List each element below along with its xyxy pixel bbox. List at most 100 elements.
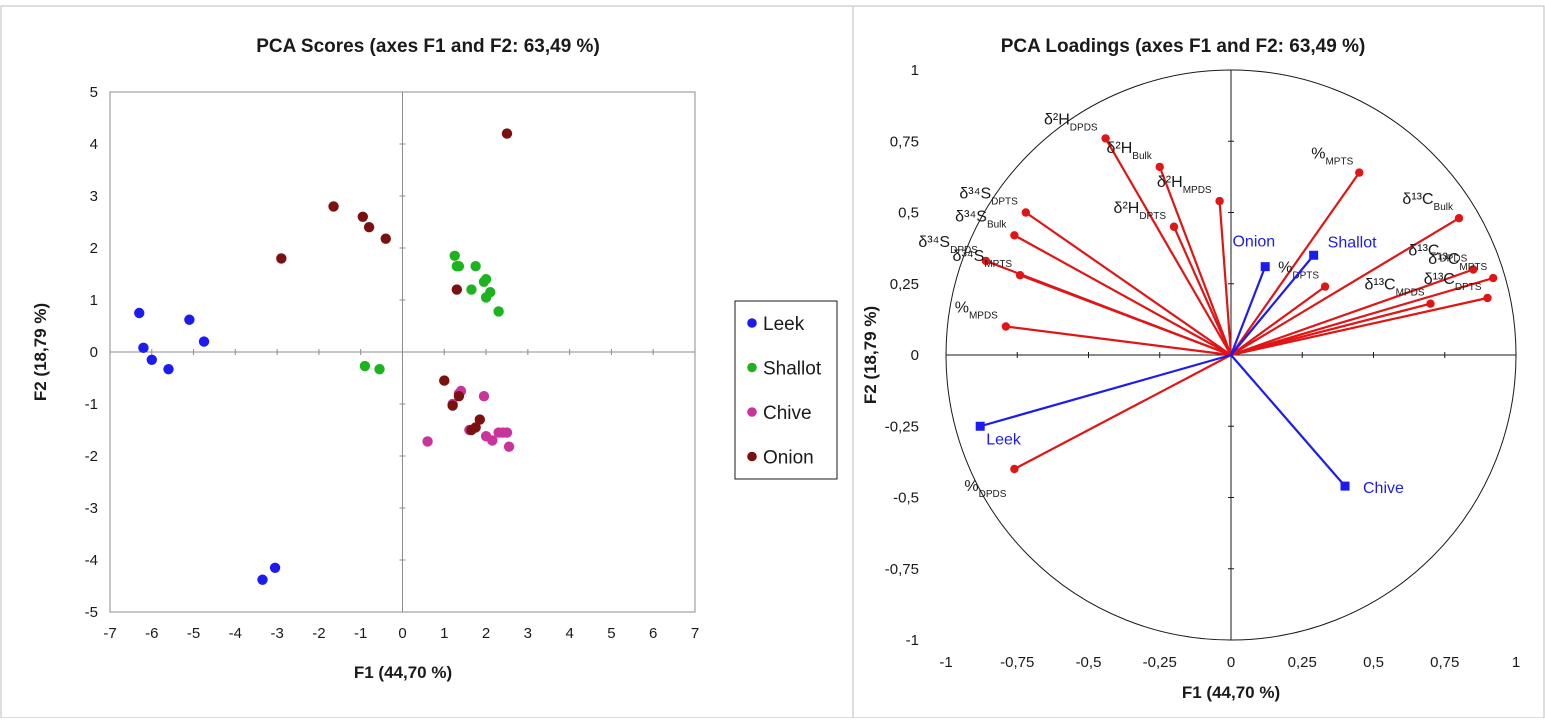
scores-y-tick-label: 3	[90, 188, 98, 205]
loadings-vectors	[981, 134, 1498, 474]
loadings-x-tick-label: 0	[1227, 654, 1235, 671]
supplementary-point-onion	[1260, 262, 1270, 272]
point-chive	[503, 441, 515, 452]
scores-y-tick-label: -5	[85, 604, 98, 621]
scores-x-axis-label: F1 (44,70 %)	[354, 663, 452, 682]
legend-label-shallot: Shallot	[763, 359, 822, 380]
scores-x-tick-label: 4	[565, 625, 573, 642]
legend-box	[734, 300, 838, 480]
supplementary-vector-leek	[979, 353, 1232, 428]
loading-point-δ¹³c-dpds	[1469, 265, 1478, 274]
loading-vector-δ²h-dpts	[1172, 226, 1233, 356]
loadings-x-tick-label: 0,25	[1288, 654, 1317, 671]
point-shallot	[480, 274, 492, 285]
loading-point-δ²h-mpds	[1215, 196, 1224, 206]
loading-point-δ¹³c-mpts	[1489, 273, 1498, 283]
loading-point-%-dpds	[1010, 464, 1019, 474]
loadings-chart: PCA Loadings (axes F1 and F2: 63,49 %) -…	[861, 36, 1520, 702]
loading-vector-%-dpds	[1013, 354, 1232, 470]
scores-x-tick-label: 7	[691, 625, 699, 642]
loading-point-%-mpts	[1355, 168, 1364, 177]
loadings-y-tick-label: 0,5	[898, 205, 919, 222]
loadings-y-tick-label: 0	[911, 347, 919, 364]
supplementary-label-onion: Onion	[1232, 234, 1275, 251]
point-leek	[134, 307, 145, 319]
point-leek	[184, 314, 195, 325]
supplementary-label-shallot: Shallot	[1328, 234, 1377, 251]
point-shallot	[493, 306, 504, 317]
point-shallot	[470, 261, 481, 272]
loading-vector-δ²h-bulk	[1158, 166, 1233, 356]
loading-point-δ¹³c-bulk	[1454, 214, 1464, 223]
loading-label-%-mpts: %MPTS	[1311, 146, 1353, 168]
loadings-x-axis-label: F1 (44,70 %)	[1182, 683, 1280, 702]
point-leek	[257, 574, 268, 585]
point-leek	[138, 342, 149, 354]
loading-label-δ³⁴s-mpts: δ³⁴SMPTS	[953, 248, 1013, 270]
point-chive	[422, 436, 433, 447]
loading-vector-%-dpts	[1230, 285, 1326, 356]
loading-label-δ³⁴s-dpts: δ³⁴SDPTS	[959, 186, 1018, 208]
loading-point-δ²h-bulk	[1155, 162, 1164, 172]
legend-marker-leek	[747, 318, 757, 328]
loadings-y-axis-label: F2 (18,79 %)	[861, 306, 880, 404]
scores-x-tick-label: -4	[229, 625, 242, 642]
loading-point-%-mpds	[1001, 322, 1011, 331]
loadings-y-tick-label: 1	[911, 62, 919, 79]
loading-point-δ³⁴s-bulk	[1010, 231, 1019, 240]
loading-label-%-dpds: %DPDS	[964, 478, 1006, 500]
supplementary-vectors: Onion Shallot Leek Chive	[975, 234, 1404, 497]
loadings-y-tick-label: 0,75	[890, 133, 919, 150]
supplementary-point-leek	[975, 421, 985, 431]
scores-chart: PCA Scores (axes F1 and F2: 63,49 %) -7-…	[31, 36, 838, 682]
legend-label-leek: Leek	[763, 314, 805, 335]
scores-x-tick-label: -3	[270, 625, 283, 642]
scores-points	[134, 128, 515, 585]
point-leek	[163, 363, 174, 375]
scores-y-tick-label: -2	[85, 448, 98, 465]
loadings-x-tick-label: -1	[939, 654, 952, 671]
point-chive	[501, 427, 513, 438]
legend-label-onion: Onion	[763, 448, 814, 469]
scores-x-tick-label: -5	[187, 625, 200, 642]
loading-vector-%-mpts	[1230, 171, 1361, 356]
panel-frame-right	[852, 5, 1545, 719]
loadings-x-tick-labels: -1 -0,75 -0,5 -0,25 0 0,25 0,5 0,75 1	[939, 654, 1520, 671]
point-onion	[451, 284, 463, 295]
loading-vector-δ¹³c-dpts	[1230, 296, 1488, 357]
loading-vector-δ²h-dpds	[1104, 137, 1232, 356]
scores-x-tick-labels: -7 -6 -5 -4 -3 -2 -1 0 1 2 3 4 5 6 7	[103, 625, 699, 642]
legend-items: Leek Shallot Chive Onion	[747, 314, 822, 469]
scores-x-tick-label: -6	[145, 625, 158, 642]
scores-y-tick-label: 0	[90, 344, 98, 361]
loading-vector-δ³⁴s-mpts	[1019, 274, 1232, 357]
loadings-y-tick-label: 0,25	[890, 276, 919, 293]
loading-point-δ²h-dpts	[1169, 222, 1179, 231]
legend-label-chive: Chive	[763, 403, 812, 424]
supplementary-vector-onion	[1229, 266, 1267, 356]
scores-y-tick-label: 1	[90, 292, 98, 309]
loadings-x-tick-label: 0,5	[1363, 654, 1384, 671]
loading-label-δ²h-bulk: δ²HBulk	[1107, 140, 1153, 162]
loading-label-δ²h-mpds: δ²HMPDS	[1157, 174, 1212, 196]
loadings-y-tick-label: -0,5	[893, 490, 919, 507]
point-shallot	[485, 287, 496, 298]
loading-label-%-mpds: %MPDS	[955, 300, 998, 322]
point-shallot	[359, 360, 371, 372]
scores-y-tick-label: 4	[90, 136, 98, 153]
point-onion	[447, 400, 458, 411]
loading-label-δ¹³c-dpts: δ¹³CDPTS	[1424, 271, 1482, 293]
point-onion	[363, 222, 375, 233]
scores-y-tick-label: 2	[90, 240, 98, 257]
loadings-x-tick-label: 0,75	[1430, 654, 1459, 671]
scores-title: PCA Scores (axes F1 and F2: 63,49 %)	[256, 36, 600, 57]
point-leek	[269, 562, 281, 573]
supplementary-point-chive	[1340, 481, 1350, 491]
loading-point-δ³⁴s-dpts	[1021, 208, 1030, 217]
scores-x-tick-label: -1	[354, 625, 367, 642]
supplementary-label-chive: Chive	[1363, 480, 1404, 497]
point-onion	[474, 414, 486, 425]
legend-marker-chive	[747, 407, 757, 417]
